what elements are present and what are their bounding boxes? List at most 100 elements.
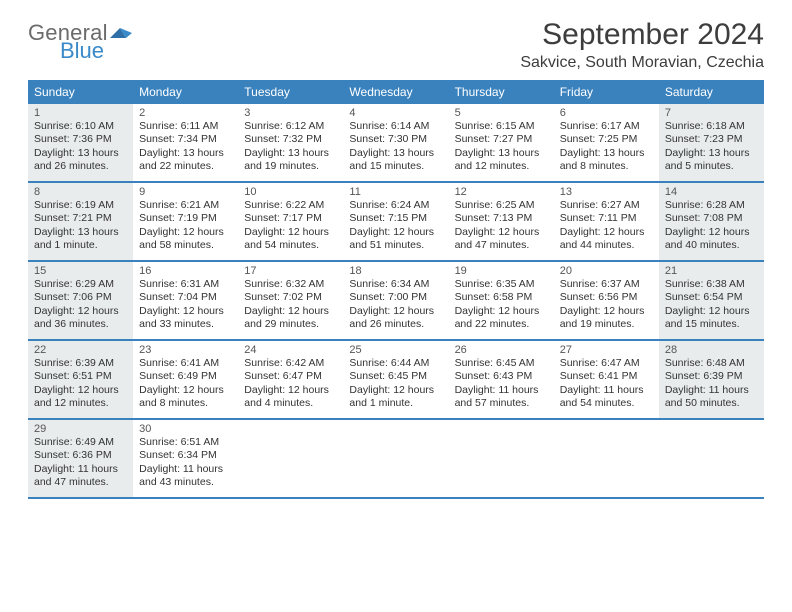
daylight-text: and 8 minutes. bbox=[560, 160, 655, 173]
day-number: 19 bbox=[455, 265, 550, 277]
day-number: 22 bbox=[34, 344, 129, 356]
daylight-text: Daylight: 12 hours bbox=[560, 226, 655, 239]
logo: General Blue bbox=[28, 18, 132, 62]
sunset-text: Sunset: 6:39 PM bbox=[665, 370, 760, 383]
daylight-text: Daylight: 11 hours bbox=[665, 384, 760, 397]
calendar-day-cell: 25Sunrise: 6:44 AMSunset: 6:45 PMDayligh… bbox=[343, 340, 448, 418]
daylight-text: and 54 minutes. bbox=[244, 239, 339, 252]
day-number: 15 bbox=[34, 265, 129, 277]
sunset-text: Sunset: 6:45 PM bbox=[349, 370, 444, 383]
calendar-day-cell: 28Sunrise: 6:48 AMSunset: 6:39 PMDayligh… bbox=[659, 340, 764, 418]
calendar-day-cell: 26Sunrise: 6:45 AMSunset: 6:43 PMDayligh… bbox=[449, 340, 554, 418]
sunset-text: Sunset: 7:27 PM bbox=[455, 133, 550, 146]
day-number: 14 bbox=[665, 186, 760, 198]
sunrise-text: Sunrise: 6:32 AM bbox=[244, 278, 339, 291]
day-number: 29 bbox=[34, 423, 129, 435]
calendar-day-cell: 11Sunrise: 6:24 AMSunset: 7:15 PMDayligh… bbox=[343, 182, 448, 260]
sunset-text: Sunset: 6:54 PM bbox=[665, 291, 760, 304]
daylight-text: Daylight: 12 hours bbox=[560, 305, 655, 318]
sunset-text: Sunset: 7:36 PM bbox=[34, 133, 129, 146]
sunset-text: Sunset: 7:21 PM bbox=[34, 212, 129, 225]
daylight-text: and 33 minutes. bbox=[139, 318, 234, 331]
daylight-text: and 1 minute. bbox=[34, 239, 129, 252]
daylight-text: Daylight: 12 hours bbox=[244, 305, 339, 318]
day-number: 27 bbox=[560, 344, 655, 356]
daylight-text: and 40 minutes. bbox=[665, 239, 760, 252]
sunrise-text: Sunrise: 6:12 AM bbox=[244, 120, 339, 133]
sunrise-text: Sunrise: 6:41 AM bbox=[139, 357, 234, 370]
location-text: Sakvice, South Moravian, Czechia bbox=[520, 54, 764, 72]
day-number: 4 bbox=[349, 107, 444, 119]
daylight-text: and 22 minutes. bbox=[139, 160, 234, 173]
calendar-week-row: 8Sunrise: 6:19 AMSunset: 7:21 PMDaylight… bbox=[28, 182, 764, 261]
sunrise-text: Sunrise: 6:27 AM bbox=[560, 199, 655, 212]
daylight-text: Daylight: 11 hours bbox=[455, 384, 550, 397]
calendar-day-cell: 12Sunrise: 6:25 AMSunset: 7:13 PMDayligh… bbox=[449, 182, 554, 260]
daylight-text: Daylight: 12 hours bbox=[139, 305, 234, 318]
daylight-text: and 51 minutes. bbox=[349, 239, 444, 252]
daylight-text: and 15 minutes. bbox=[665, 318, 760, 331]
daylight-text: Daylight: 13 hours bbox=[34, 147, 129, 160]
daylight-text: Daylight: 12 hours bbox=[139, 384, 234, 397]
daylight-text: and 36 minutes. bbox=[34, 318, 129, 331]
calendar-day-cell: 2Sunrise: 6:11 AMSunset: 7:34 PMDaylight… bbox=[133, 103, 238, 181]
day-number: 28 bbox=[665, 344, 760, 356]
calendar-day-cell: 3Sunrise: 6:12 AMSunset: 7:32 PMDaylight… bbox=[238, 103, 343, 181]
page: General Blue September 2024 Sakvice, Sou… bbox=[0, 0, 792, 499]
daylight-text: and 12 minutes. bbox=[34, 397, 129, 410]
daylight-text: Daylight: 12 hours bbox=[139, 226, 234, 239]
day-number: 16 bbox=[139, 265, 234, 277]
calendar-day-cell: 29Sunrise: 6:49 AMSunset: 6:36 PMDayligh… bbox=[28, 419, 133, 497]
daylight-text: and 50 minutes. bbox=[665, 397, 760, 410]
sunrise-text: Sunrise: 6:45 AM bbox=[455, 357, 550, 370]
calendar-day-cell: 30Sunrise: 6:51 AMSunset: 6:34 PMDayligh… bbox=[133, 419, 238, 497]
sunrise-text: Sunrise: 6:49 AM bbox=[34, 436, 129, 449]
sunset-text: Sunset: 7:00 PM bbox=[349, 291, 444, 304]
daylight-text: and 58 minutes. bbox=[139, 239, 234, 252]
daylight-text: Daylight: 11 hours bbox=[139, 463, 234, 476]
daylight-text: and 57 minutes. bbox=[455, 397, 550, 410]
daylight-text: Daylight: 13 hours bbox=[244, 147, 339, 160]
daylight-text: Daylight: 13 hours bbox=[349, 147, 444, 160]
daylight-text: and 5 minutes. bbox=[665, 160, 760, 173]
daylight-text: Daylight: 12 hours bbox=[665, 305, 760, 318]
daylight-text: Daylight: 12 hours bbox=[349, 305, 444, 318]
sunset-text: Sunset: 7:02 PM bbox=[244, 291, 339, 304]
sunrise-text: Sunrise: 6:15 AM bbox=[455, 120, 550, 133]
daylight-text: and 8 minutes. bbox=[139, 397, 234, 410]
daylight-text: Daylight: 11 hours bbox=[34, 463, 129, 476]
calendar: SundayMondayTuesdayWednesdayThursdayFrid… bbox=[28, 80, 764, 499]
sunrise-text: Sunrise: 6:22 AM bbox=[244, 199, 339, 212]
sunset-text: Sunset: 7:08 PM bbox=[665, 212, 760, 225]
sunset-text: Sunset: 6:58 PM bbox=[455, 291, 550, 304]
calendar-day-cell: 13Sunrise: 6:27 AMSunset: 7:11 PMDayligh… bbox=[554, 182, 659, 260]
daylight-text: Daylight: 12 hours bbox=[665, 226, 760, 239]
daylight-text: Daylight: 12 hours bbox=[244, 226, 339, 239]
sunset-text: Sunset: 7:32 PM bbox=[244, 133, 339, 146]
daylight-text: Daylight: 13 hours bbox=[665, 147, 760, 160]
day-number: 26 bbox=[455, 344, 550, 356]
day-number: 10 bbox=[244, 186, 339, 198]
sunrise-text: Sunrise: 6:38 AM bbox=[665, 278, 760, 291]
sunset-text: Sunset: 7:11 PM bbox=[560, 212, 655, 225]
daylight-text: Daylight: 13 hours bbox=[455, 147, 550, 160]
daylight-text: Daylight: 12 hours bbox=[34, 305, 129, 318]
daylight-text: Daylight: 11 hours bbox=[560, 384, 655, 397]
sunset-text: Sunset: 6:56 PM bbox=[560, 291, 655, 304]
calendar-day-cell: 9Sunrise: 6:21 AMSunset: 7:19 PMDaylight… bbox=[133, 182, 238, 260]
day-number: 8 bbox=[34, 186, 129, 198]
sunset-text: Sunset: 7:19 PM bbox=[139, 212, 234, 225]
sunrise-text: Sunrise: 6:18 AM bbox=[665, 120, 760, 133]
weekday-header-cell: Tuesday bbox=[238, 82, 343, 103]
day-number: 5 bbox=[455, 107, 550, 119]
day-number: 24 bbox=[244, 344, 339, 356]
header: General Blue September 2024 Sakvice, Sou… bbox=[28, 18, 764, 72]
sunrise-text: Sunrise: 6:35 AM bbox=[455, 278, 550, 291]
day-number: 1 bbox=[34, 107, 129, 119]
sunrise-text: Sunrise: 6:31 AM bbox=[139, 278, 234, 291]
daylight-text: and 15 minutes. bbox=[349, 160, 444, 173]
sunset-text: Sunset: 6:34 PM bbox=[139, 449, 234, 462]
daylight-text: Daylight: 12 hours bbox=[349, 226, 444, 239]
weekday-header-cell: Saturday bbox=[659, 82, 764, 103]
sunset-text: Sunset: 7:15 PM bbox=[349, 212, 444, 225]
